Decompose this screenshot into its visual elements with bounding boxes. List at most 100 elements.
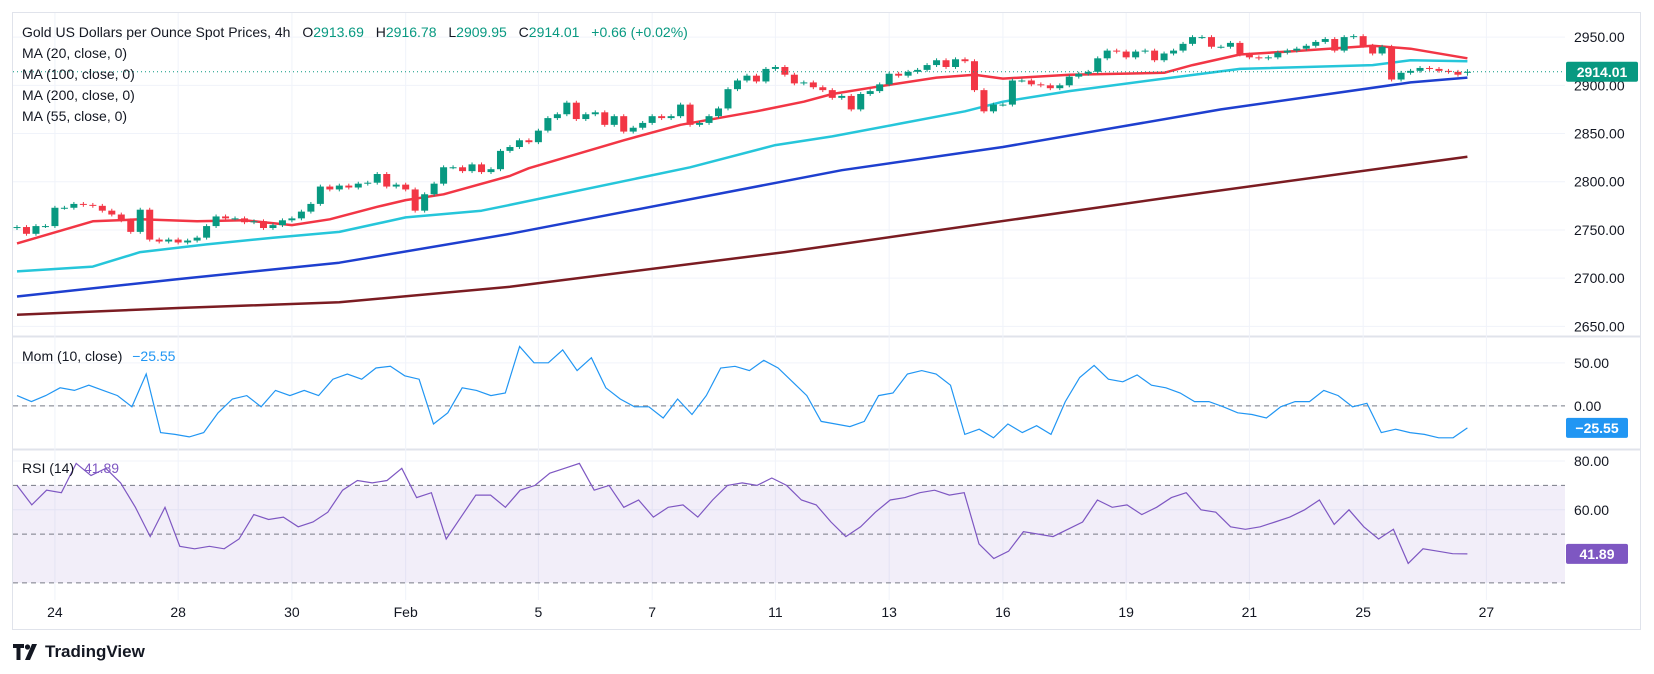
momentum-legend[interactable]: Mom (10, close) −25.55 — [22, 348, 175, 364]
current-price-value: 2914.01 — [1577, 64, 1628, 80]
indicator-ma20[interactable]: MA (20, close, 0) — [22, 45, 128, 61]
candle — [1378, 44, 1386, 56]
candle-body — [1331, 39, 1339, 51]
candle — [1302, 43, 1310, 51]
candle-body — [468, 164, 476, 172]
candle — [22, 225, 30, 236]
candle-body — [648, 116, 656, 123]
candle-body — [459, 167, 467, 172]
price-axis-label: 2950.00 — [1574, 29, 1625, 45]
candle — [1141, 48, 1149, 54]
candle — [563, 100, 571, 117]
candle — [999, 102, 1007, 107]
candle-body — [1018, 80, 1026, 82]
candle — [1179, 41, 1187, 53]
candle-body — [392, 184, 400, 187]
candle-body — [326, 186, 334, 190]
candle-body — [155, 239, 163, 242]
candle — [828, 88, 836, 100]
candle — [1008, 78, 1016, 107]
candle-body — [1160, 53, 1168, 61]
candle — [1388, 44, 1396, 82]
candle — [1046, 83, 1054, 91]
candle — [459, 165, 467, 174]
candle-body — [1283, 50, 1291, 53]
candle-body — [781, 66, 789, 75]
open-label: O — [302, 24, 314, 40]
candle-body — [1274, 52, 1282, 58]
candle-body — [534, 130, 542, 143]
candle-body — [98, 205, 106, 211]
candle — [98, 203, 106, 213]
candle-body — [146, 209, 154, 240]
candle-body — [1084, 71, 1092, 74]
candle-body — [525, 140, 533, 143]
candle — [13, 225, 21, 230]
candle — [345, 183, 353, 190]
candle — [32, 224, 40, 236]
time-axis-label: 30 — [284, 604, 300, 620]
candle — [297, 209, 305, 221]
candle-body — [1378, 46, 1386, 54]
candle — [174, 237, 182, 245]
indicator-ma200[interactable]: MA (200, close, 0) — [22, 87, 135, 103]
price-axis-label: 60.00 — [1574, 502, 1609, 518]
candle-body — [1255, 57, 1263, 59]
candle-body — [790, 74, 798, 84]
candle — [525, 138, 533, 145]
rsi-legend[interactable]: RSI (14) 41.89 — [22, 460, 119, 476]
time-axis-label: 28 — [170, 604, 186, 620]
candle-body — [1179, 43, 1187, 51]
close-label: C — [518, 24, 529, 40]
candle-body — [373, 174, 381, 183]
candle — [487, 167, 495, 175]
candle — [288, 216, 296, 223]
candle-body — [715, 108, 723, 117]
price-axis-label: 80.00 — [1574, 453, 1609, 469]
candle — [1454, 69, 1462, 77]
candle-body — [1132, 51, 1140, 58]
candle-body — [743, 75, 751, 81]
candle-body — [449, 167, 457, 169]
moving-average-line — [16, 58, 1468, 273]
candle — [733, 78, 741, 92]
candle-body — [752, 75, 760, 82]
candle — [1283, 48, 1291, 55]
candle — [193, 235, 201, 243]
open-value: 2913.69 — [313, 24, 364, 40]
candle — [89, 202, 97, 208]
candle — [373, 172, 381, 185]
candle — [970, 59, 978, 93]
candle — [677, 102, 685, 119]
candle-body — [165, 239, 173, 242]
candle — [108, 208, 116, 217]
candle-body — [1198, 37, 1206, 39]
time-axis-label: 7 — [648, 604, 656, 620]
candle-body — [705, 116, 713, 123]
candle — [1444, 68, 1452, 74]
candle — [743, 73, 751, 83]
candle — [667, 114, 675, 121]
candle — [1113, 48, 1121, 54]
candle-body — [866, 91, 874, 94]
indicator-ma100[interactable]: MA (100, close, 0) — [22, 66, 135, 82]
candle-body — [127, 220, 135, 232]
candle — [1217, 44, 1225, 49]
candle-body — [1037, 84, 1045, 86]
price-axis-label: 50.00 — [1574, 355, 1609, 371]
candle — [705, 114, 713, 125]
low-label: L — [448, 24, 457, 40]
candle — [1416, 66, 1424, 73]
candle-body — [876, 84, 884, 92]
candle-body — [1217, 46, 1225, 48]
indicator-ma55[interactable]: MA (55, close, 0) — [22, 108, 128, 124]
moving-average-line — [16, 76, 1468, 298]
tradingview-logo[interactable]: TradingView — [13, 642, 145, 662]
price-axis-label: 2800.00 — [1574, 174, 1625, 190]
candle-body — [1264, 57, 1272, 59]
candle-body — [222, 216, 230, 219]
candle-body — [733, 80, 741, 90]
candle — [1359, 34, 1367, 48]
candle-body — [421, 194, 429, 211]
